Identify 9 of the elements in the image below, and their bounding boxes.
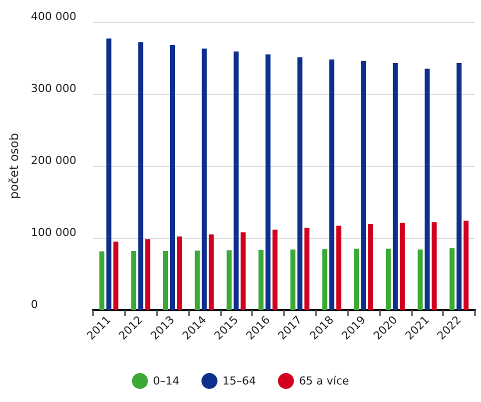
y-tick-label: 200 000 bbox=[30, 154, 76, 167]
legend-label: 15–64 bbox=[222, 374, 256, 388]
legend-label: 65 a více bbox=[298, 374, 350, 388]
y-tick-label: 300 000 bbox=[30, 82, 76, 95]
y-tick-label: 400 000 bbox=[30, 10, 76, 23]
y-tick-label: 0 bbox=[30, 298, 38, 311]
legend-label: 0–14 bbox=[152, 374, 180, 388]
y-tick-label: 100 000 bbox=[30, 226, 76, 239]
y-axis-title: počet osob bbox=[7, 132, 21, 200]
